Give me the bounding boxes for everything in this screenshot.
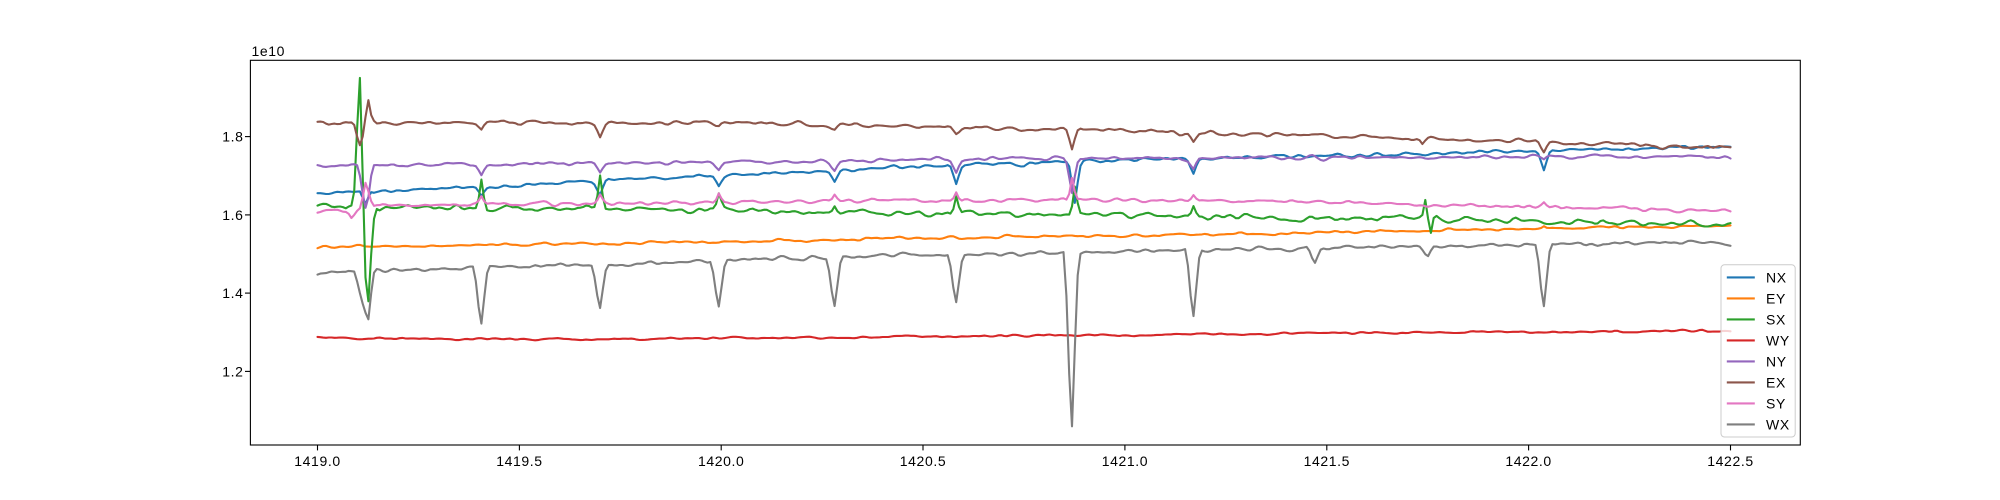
svg-text:NX: NX — [1766, 270, 1787, 286]
svg-text:WX: WX — [1766, 417, 1790, 433]
svg-text:1422.0: 1422.0 — [1505, 453, 1551, 469]
svg-text:1422.5: 1422.5 — [1707, 453, 1753, 469]
svg-text:NY: NY — [1766, 354, 1787, 370]
svg-text:1419.5: 1419.5 — [496, 453, 542, 469]
svg-text:1.8: 1.8 — [222, 129, 243, 145]
svg-text:SX: SX — [1766, 312, 1786, 328]
svg-text:1419.0: 1419.0 — [294, 453, 340, 469]
svg-text:1e10: 1e10 — [252, 43, 286, 59]
svg-text:1421.0: 1421.0 — [1102, 453, 1148, 469]
svg-text:SY: SY — [1766, 396, 1786, 412]
svg-text:1420.0: 1420.0 — [698, 453, 744, 469]
svg-text:1.6: 1.6 — [222, 207, 243, 223]
svg-text:1421.5: 1421.5 — [1304, 453, 1350, 469]
svg-text:1.4: 1.4 — [222, 285, 243, 301]
svg-text:1420.5: 1420.5 — [900, 453, 946, 469]
svg-text:EY: EY — [1766, 291, 1786, 307]
svg-text:WY: WY — [1766, 333, 1790, 349]
svg-text:EX: EX — [1766, 375, 1786, 391]
svg-text:1.2: 1.2 — [222, 364, 243, 380]
